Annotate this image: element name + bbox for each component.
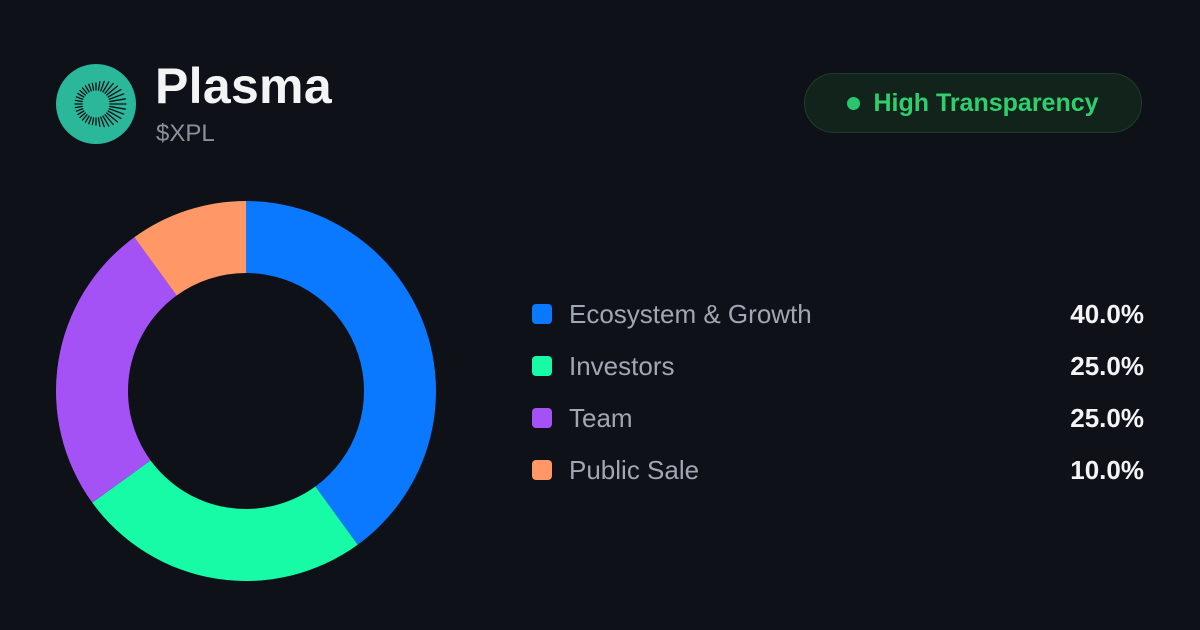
status-dot-icon xyxy=(847,96,861,110)
legend-swatch xyxy=(532,304,552,324)
legend-value: 25.0% xyxy=(1070,350,1144,381)
transparency-badge: High Transparency xyxy=(804,73,1142,133)
legend-value: 40.0% xyxy=(1070,298,1144,329)
donut-slice-investors xyxy=(92,460,358,581)
donut-slice-team xyxy=(55,237,177,503)
donut-slice-public-sale xyxy=(134,201,246,296)
legend-value: 10.0% xyxy=(1070,454,1144,485)
legend-item-team: Team 25.0% xyxy=(532,392,1144,444)
logo-rays xyxy=(74,80,127,128)
legend-label: Ecosystem & Growth xyxy=(569,298,812,329)
legend-value: 25.0% xyxy=(1070,402,1144,433)
legend-label: Public Sale xyxy=(569,454,700,485)
legend-swatch xyxy=(532,408,552,428)
legend-item-investors: Investors 25.0% xyxy=(532,340,1144,392)
token-symbol: $XPL xyxy=(156,120,215,147)
token-name: Plasma xyxy=(155,58,332,114)
legend-label: Team xyxy=(569,402,633,433)
badge-label: High Transparency xyxy=(873,88,1099,117)
donut-svg xyxy=(55,201,436,581)
donut-slice-ecosystem-growth xyxy=(246,201,436,545)
legend-swatch xyxy=(532,460,552,480)
plasma-logo-icon xyxy=(56,64,136,144)
legend-item-ecosystem-growth: Ecosystem & Growth 40.0% xyxy=(532,288,1144,340)
allocation-donut-chart xyxy=(46,191,446,591)
logo-circle xyxy=(56,64,136,144)
chart-legend: Ecosystem & Growth 40.0% Investors 25.0%… xyxy=(532,288,1144,496)
legend-item-public-sale: Public Sale 10.0% xyxy=(532,444,1144,496)
legend-label: Investors xyxy=(569,350,675,381)
legend-swatch xyxy=(532,356,552,376)
